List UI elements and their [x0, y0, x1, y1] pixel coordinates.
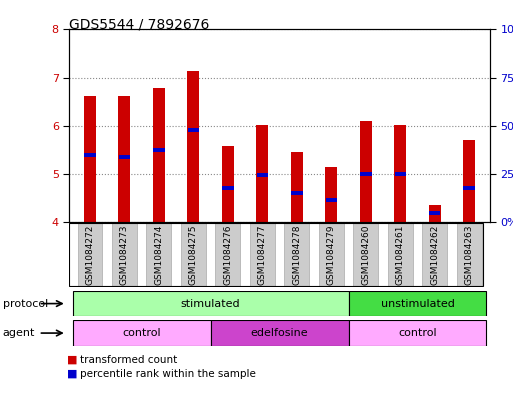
Bar — [463, 186, 475, 190]
Bar — [429, 211, 441, 215]
Text: ■: ■ — [67, 354, 77, 365]
Bar — [353, 223, 378, 286]
Bar — [211, 320, 348, 346]
Text: agent: agent — [3, 328, 35, 338]
Bar — [215, 223, 240, 286]
Text: GSM1084261: GSM1084261 — [396, 224, 405, 285]
Text: GSM1084278: GSM1084278 — [292, 224, 301, 285]
Text: GSM1084274: GSM1084274 — [154, 224, 164, 285]
Bar — [348, 291, 486, 316]
Text: GSM1084260: GSM1084260 — [361, 224, 370, 285]
Bar — [256, 125, 268, 222]
Bar — [73, 320, 211, 346]
Bar — [429, 205, 441, 222]
Bar — [153, 148, 165, 152]
Bar — [360, 172, 371, 176]
Bar — [73, 291, 348, 316]
Text: GSM1084273: GSM1084273 — [120, 224, 129, 285]
Bar — [119, 155, 130, 159]
Text: control: control — [123, 328, 161, 338]
Bar — [394, 172, 406, 176]
Bar — [394, 125, 406, 222]
Bar — [222, 146, 234, 222]
Text: stimulated: stimulated — [181, 299, 241, 309]
Bar — [291, 152, 303, 222]
Text: protocol: protocol — [3, 299, 48, 309]
Bar — [77, 223, 103, 286]
Bar — [84, 96, 96, 222]
Bar — [326, 198, 337, 202]
Bar — [422, 223, 447, 286]
Text: ■: ■ — [67, 369, 77, 379]
Bar — [325, 167, 338, 222]
Bar — [222, 186, 233, 190]
Bar — [187, 72, 200, 222]
Bar — [256, 173, 268, 177]
Bar — [153, 88, 165, 222]
Bar — [463, 140, 475, 222]
Text: GSM1084272: GSM1084272 — [86, 224, 94, 285]
Bar — [284, 223, 309, 286]
Text: GSM1084279: GSM1084279 — [327, 224, 336, 285]
Bar — [348, 320, 486, 346]
Text: control: control — [398, 328, 437, 338]
Bar — [112, 223, 137, 286]
Bar — [147, 223, 171, 286]
Text: GSM1084276: GSM1084276 — [223, 224, 232, 285]
Text: percentile rank within the sample: percentile rank within the sample — [80, 369, 255, 379]
Bar — [360, 121, 372, 222]
Text: GDS5544 / 7892676: GDS5544 / 7892676 — [69, 18, 210, 32]
Bar — [181, 223, 206, 286]
Bar — [250, 223, 275, 286]
Text: GSM1084262: GSM1084262 — [430, 224, 439, 285]
Bar — [291, 191, 303, 195]
Text: GSM1084275: GSM1084275 — [189, 224, 198, 285]
Bar — [457, 223, 482, 286]
Text: GSM1084263: GSM1084263 — [465, 224, 473, 285]
Text: unstimulated: unstimulated — [381, 299, 455, 309]
Bar — [388, 223, 412, 286]
Text: GSM1084277: GSM1084277 — [258, 224, 267, 285]
Bar — [188, 128, 199, 132]
Bar — [319, 223, 344, 286]
Bar — [84, 153, 96, 156]
Bar — [119, 96, 130, 222]
Text: transformed count: transformed count — [80, 354, 177, 365]
Text: edelfosine: edelfosine — [251, 328, 308, 338]
